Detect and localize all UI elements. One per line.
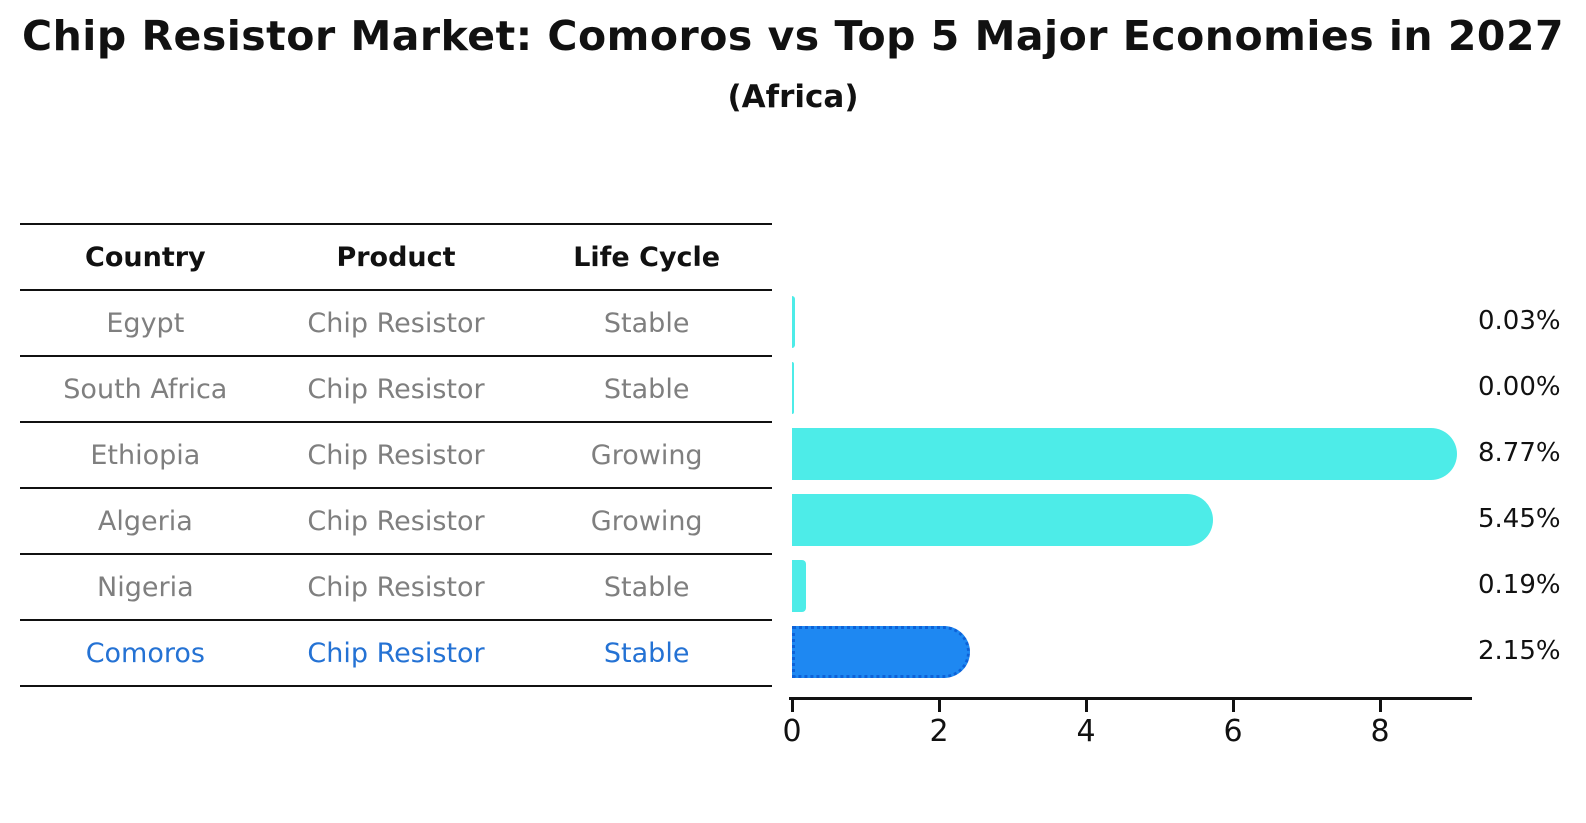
bar-ethiopia bbox=[792, 428, 1457, 480]
column-header-country: Country bbox=[85, 241, 206, 273]
product-cell: Chip Resistor bbox=[307, 505, 485, 537]
x-axis-line bbox=[789, 697, 1472, 700]
bar-algeria bbox=[792, 494, 1213, 546]
value-label: 2.15% bbox=[1478, 636, 1561, 666]
value-label: 0.19% bbox=[1478, 570, 1561, 600]
life-cycle-cell: Stable bbox=[603, 637, 690, 669]
x-axis-tick bbox=[937, 700, 941, 712]
table-row-algeria: Algeria Chip Resistor Growing bbox=[20, 487, 772, 553]
life-cycle-cell: Stable bbox=[603, 571, 690, 603]
x-axis-tick-label: 6 bbox=[1223, 714, 1243, 749]
chart-title: Chip Resistor Market: Comoros vs Top 5 M… bbox=[21, 12, 1564, 60]
life-cycle-cell: Growing bbox=[590, 505, 703, 537]
table-row-comoros-highlighted: Comoros Chip Resistor Stable bbox=[20, 619, 772, 685]
country-cell: South Africa bbox=[63, 373, 228, 405]
table-row-egypt: Egypt Chip Resistor Stable bbox=[20, 289, 772, 355]
x-axis-tick-label: 8 bbox=[1370, 714, 1390, 749]
product-cell: Chip Resistor bbox=[307, 439, 485, 471]
country-cell: Algeria bbox=[97, 505, 193, 537]
product-cell: Chip Resistor bbox=[307, 373, 485, 405]
x-axis-tick bbox=[1231, 700, 1235, 712]
column-header-product: Product bbox=[336, 241, 456, 273]
product-cell: Chip Resistor bbox=[307, 637, 485, 669]
life-cycle-cell: Stable bbox=[603, 307, 690, 339]
x-axis-tick-label: 0 bbox=[782, 714, 802, 749]
x-axis-tick bbox=[1378, 700, 1382, 712]
life-cycle-cell: Growing bbox=[590, 439, 703, 471]
country-cell: Ethiopia bbox=[90, 439, 201, 471]
table-row-nigeria: Nigeria Chip Resistor Stable bbox=[20, 553, 772, 619]
value-label: 5.45% bbox=[1478, 504, 1561, 534]
bar-nigeria bbox=[792, 560, 806, 612]
x-axis-tick-label: 4 bbox=[1076, 714, 1096, 749]
x-axis-tick bbox=[790, 700, 794, 712]
info-table: Country Product Life Cycle Egypt Chip Re… bbox=[20, 223, 772, 687]
country-cell: Comoros bbox=[85, 637, 205, 669]
table-row-south-africa: South Africa Chip Resistor Stable bbox=[20, 355, 772, 421]
chart-subtitle: (Africa) bbox=[727, 79, 859, 115]
value-label: 8.77% bbox=[1478, 438, 1561, 468]
table-header-row: Country Product Life Cycle bbox=[20, 223, 772, 289]
value-label: 0.00% bbox=[1478, 372, 1561, 402]
bar-comoros-highlighted bbox=[792, 626, 971, 678]
column-header-life-cycle: Life Cycle bbox=[573, 241, 721, 273]
product-cell: Chip Resistor bbox=[307, 307, 485, 339]
bar-egypt bbox=[792, 296, 795, 348]
x-axis-tick-label: 2 bbox=[929, 714, 949, 749]
country-cell: Nigeria bbox=[97, 571, 194, 603]
country-cell: Egypt bbox=[106, 307, 185, 339]
bar-south-africa bbox=[792, 362, 794, 414]
x-axis-tick bbox=[1084, 700, 1088, 712]
product-cell: Chip Resistor bbox=[307, 571, 485, 603]
table-row-ethiopia: Ethiopia Chip Resistor Growing bbox=[20, 421, 772, 487]
value-label: 0.03% bbox=[1478, 306, 1561, 336]
life-cycle-cell: Stable bbox=[603, 373, 690, 405]
